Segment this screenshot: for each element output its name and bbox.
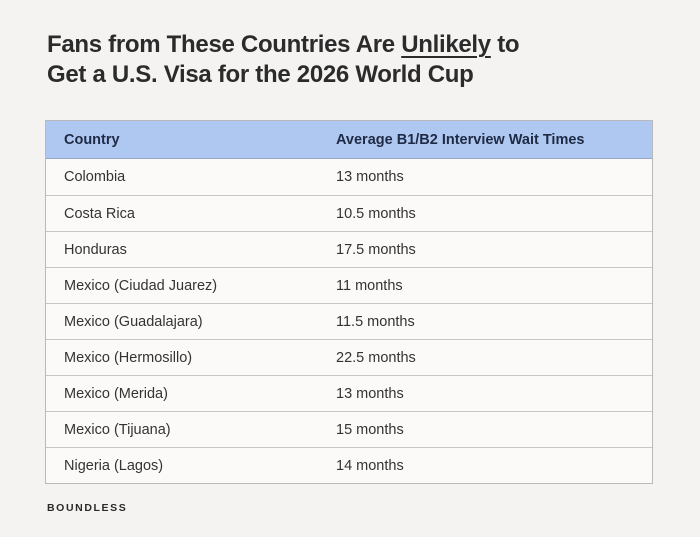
wait-times-table: Country Average B1/B2 Interview Wait Tim… [45, 120, 653, 484]
wait-time-cell: 11.5 months [336, 313, 415, 330]
wait-time-cell: 17.5 months [336, 241, 416, 258]
title-part1: Fans from These Countries Are [47, 31, 402, 58]
table-row: Nigeria (Lagos) 14 months [46, 447, 652, 483]
page-title: Fans from These Countries Are Unlikely t… [47, 30, 520, 90]
country-cell: Nigeria (Lagos) [64, 457, 164, 474]
table-header-row: Country Average B1/B2 Interview Wait Tim… [46, 121, 652, 159]
country-cell: Mexico (Tijuana) [64, 421, 171, 438]
country-cell: Mexico (Ciudad Juarez) [64, 277, 218, 294]
title-part2: to [490, 31, 520, 58]
table-row: Colombia 13 months [46, 159, 652, 195]
table-row: Mexico (Merida) 13 months [46, 375, 652, 411]
country-cell: Honduras [64, 241, 127, 258]
wait-time-cell: 15 months [336, 421, 404, 438]
header-wait-times: Average B1/B2 Interview Wait Times [336, 131, 585, 148]
title-line2: Get a U.S. Visa for the 2026 World Cup [47, 61, 474, 88]
brand-logo-text: BOUNDLESS [47, 502, 128, 514]
wait-time-cell: 13 months [336, 385, 404, 402]
table-row: Mexico (Tijuana) 15 months [46, 411, 652, 447]
table-row: Costa Rica 10.5 months [46, 195, 652, 231]
wait-time-cell: 14 months [336, 457, 404, 474]
country-cell: Mexico (Merida) [64, 385, 168, 402]
table-row: Mexico (Ciudad Juarez) 11 months [46, 267, 652, 303]
country-cell: Mexico (Hermosillo) [64, 349, 193, 366]
wait-time-cell: 13 months [336, 169, 404, 185]
table-row: Mexico (Guadalajara) 11.5 months [46, 303, 652, 339]
wait-time-cell: 11 months [336, 277, 403, 294]
country-cell: Colombia [64, 169, 126, 185]
header-country: Country [64, 131, 120, 148]
table-row: Mexico (Hermosillo) 22.5 months [46, 339, 652, 375]
table-row: Honduras 17.5 months [46, 231, 652, 267]
country-cell: Costa Rica [64, 205, 135, 222]
title-underlined-word: Unlikely [401, 31, 491, 58]
wait-time-cell: 22.5 months [336, 349, 416, 366]
country-cell: Mexico (Guadalajara) [64, 313, 203, 330]
wait-time-cell: 10.5 months [336, 205, 416, 222]
